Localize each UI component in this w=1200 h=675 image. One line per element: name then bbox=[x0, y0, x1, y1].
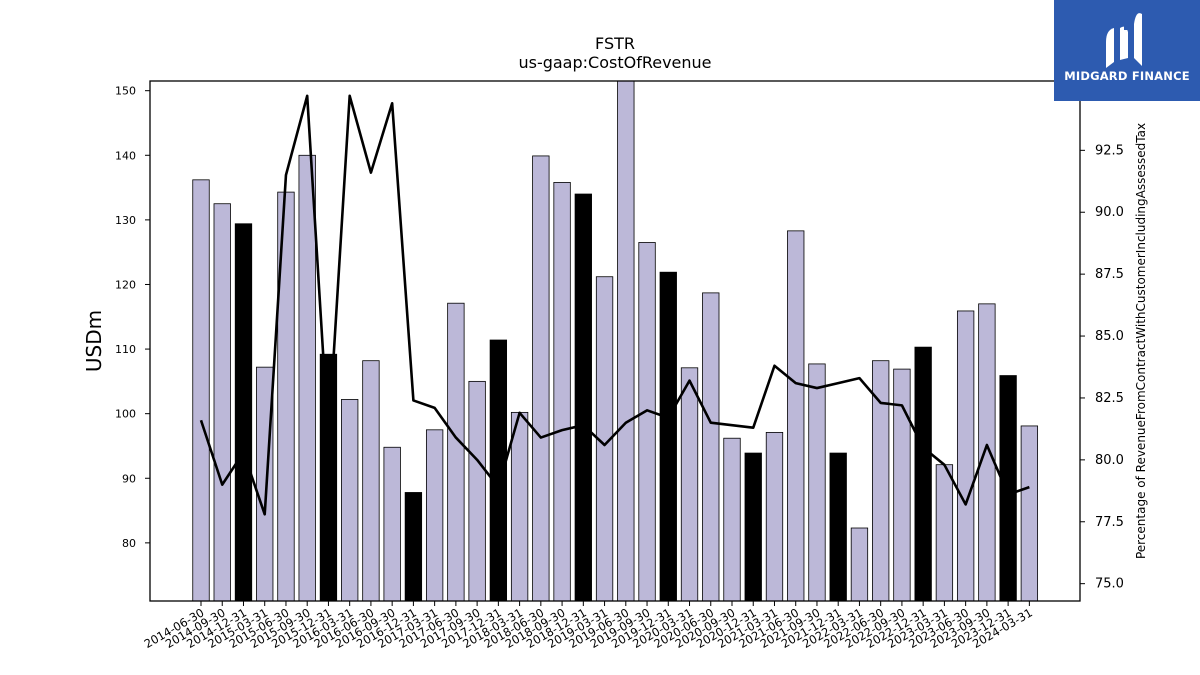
ratio-line bbox=[199, 94, 1030, 516]
bar bbox=[341, 399, 359, 601]
y-tick-label: 110 bbox=[115, 343, 136, 356]
bar bbox=[765, 431, 784, 601]
bar bbox=[787, 230, 805, 601]
bar bbox=[192, 179, 210, 601]
bar bbox=[404, 492, 423, 601]
bar bbox=[999, 375, 1017, 601]
bar bbox=[319, 353, 338, 601]
y-right-tick-label: 92.5 bbox=[1095, 143, 1124, 158]
y-tick-label: 80 bbox=[122, 537, 136, 550]
y-tick-label: 150 bbox=[115, 85, 136, 98]
y-tick-label: 130 bbox=[115, 214, 136, 227]
bar bbox=[574, 193, 592, 601]
bar bbox=[893, 368, 911, 601]
bar bbox=[256, 366, 274, 601]
brand-logo: MIDGARD FINANCE bbox=[1054, 0, 1200, 101]
y-tick-label: 120 bbox=[115, 278, 136, 291]
bar bbox=[532, 155, 550, 601]
bar bbox=[659, 271, 677, 601]
bar bbox=[956, 310, 975, 601]
chart-subtitle: us-gaap:CostOfRevenue bbox=[518, 53, 711, 72]
chart-title: FSTR bbox=[595, 34, 635, 53]
bar bbox=[489, 339, 508, 601]
y-right-tick-label: 85.0 bbox=[1095, 329, 1124, 344]
y-right-tick-label: 87.5 bbox=[1095, 267, 1124, 282]
bar bbox=[872, 360, 890, 601]
bar bbox=[978, 303, 996, 601]
bar bbox=[723, 437, 741, 601]
bar bbox=[234, 223, 253, 601]
bar bbox=[702, 292, 720, 601]
y-right-tick-label: 82.5 bbox=[1095, 391, 1124, 406]
bar bbox=[617, 81, 635, 601]
bar bbox=[914, 346, 932, 601]
bar bbox=[680, 367, 699, 601]
plot-frame bbox=[149, 80, 1081, 602]
y-right-tick-label: 80.0 bbox=[1095, 453, 1124, 468]
bar bbox=[553, 182, 571, 601]
y-right-tick-label: 75.0 bbox=[1095, 577, 1124, 592]
bar bbox=[744, 452, 762, 601]
bar bbox=[510, 411, 529, 601]
bar bbox=[935, 464, 954, 601]
bar bbox=[638, 242, 656, 601]
brand-name: MIDGARD FINANCE bbox=[1064, 69, 1190, 83]
bar bbox=[425, 429, 444, 601]
bar bbox=[808, 363, 826, 601]
bar bbox=[447, 302, 465, 601]
y-axis-label: USDm bbox=[82, 310, 106, 372]
bars-group bbox=[192, 81, 1039, 601]
bar bbox=[298, 154, 316, 601]
y-tick-label: 100 bbox=[115, 408, 136, 421]
logo-mark-icon bbox=[1106, 13, 1142, 68]
bar bbox=[829, 452, 847, 601]
ratio-line-group bbox=[199, 94, 1030, 516]
bar bbox=[1020, 425, 1039, 601]
y-tick-label: 90 bbox=[122, 472, 136, 485]
y-axis-right-label: Percentage of RevenueFromContractWithCus… bbox=[1134, 123, 1148, 559]
bar bbox=[213, 203, 231, 601]
y-right-tick-label: 90.0 bbox=[1095, 205, 1124, 220]
axes-group: 80 90 100 110 120 130 140 150 75.0 77.5 80.0 82.5 85… bbox=[115, 80, 1124, 651]
y-tick-label: 140 bbox=[115, 149, 136, 162]
bar bbox=[468, 380, 486, 601]
bar bbox=[362, 360, 380, 601]
y-right-tick-label: 77.5 bbox=[1095, 515, 1124, 530]
bar bbox=[850, 527, 869, 601]
bar bbox=[383, 446, 401, 601]
